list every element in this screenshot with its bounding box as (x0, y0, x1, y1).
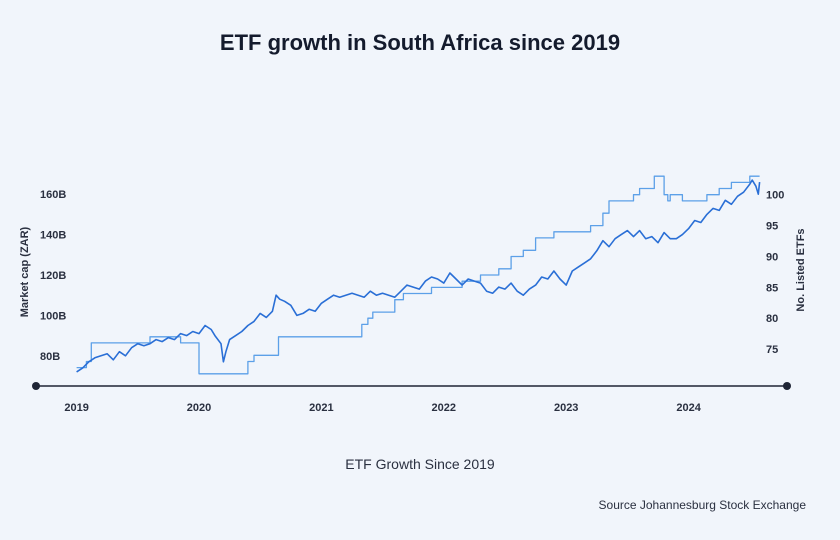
y2-tick-label: 90 (766, 252, 778, 264)
y2-tick-label: 95 (766, 221, 778, 233)
y-tick-label: 140B (40, 230, 66, 242)
y2-tick-label: 80 (766, 313, 778, 325)
listed-etfs-line (76, 175, 760, 375)
x-axis-end-dot (783, 382, 791, 390)
chart-source: Source Johannesburg Stock Exchange (598, 498, 806, 512)
y2-axis-label: No. Listed ETFs (795, 228, 807, 311)
x-tick-label: 2020 (187, 402, 211, 414)
market-cap-line (76, 179, 761, 373)
y-tick-label: 80B (40, 351, 60, 363)
series-layer (76, 175, 761, 375)
y2-tick-label: 75 (766, 344, 778, 356)
y-tick-label: 100B (40, 310, 66, 322)
x-tick-label: 2021 (309, 402, 333, 414)
chart-caption: ETF Growth Since 2019 (345, 456, 495, 472)
x-tick-label: 2019 (64, 402, 88, 414)
chart-title: ETF growth in South Africa since 2019 (219, 30, 621, 55)
tick-layer: 2019 2020 2021 2022 2023 2024 80B 100B 120B 140B 1… (40, 189, 784, 414)
y2-tick-label: 100 (766, 190, 784, 202)
x-tick-label: 2023 (554, 402, 578, 414)
y-tick-label: 160B (40, 189, 66, 201)
x-axis-start-dot (32, 382, 40, 390)
y-axis-label: Market cap (ZAR) (19, 226, 31, 317)
y-tick-label: 120B (40, 270, 66, 282)
y2-tick-label: 85 (766, 282, 778, 294)
x-tick-label: 2024 (676, 402, 701, 414)
x-tick-label: 2022 (432, 402, 456, 414)
